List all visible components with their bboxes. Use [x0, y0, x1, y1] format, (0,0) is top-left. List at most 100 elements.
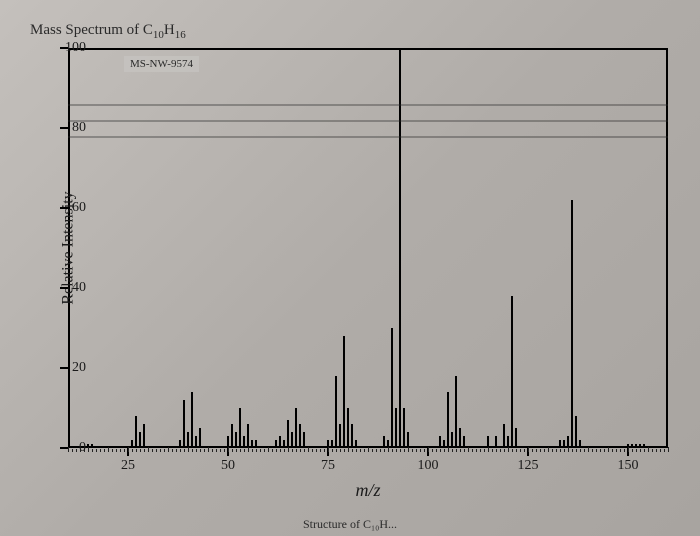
x-tick-minor [352, 449, 353, 452]
x-tick-minor [564, 449, 565, 452]
x-tick-minor [420, 449, 421, 452]
mass-peak [331, 440, 333, 448]
x-tick-minor [380, 449, 381, 452]
x-tick-minor [328, 447, 329, 452]
mass-peak [355, 440, 357, 448]
mass-peak [515, 428, 517, 448]
x-tick-minor [212, 449, 213, 452]
footer-fragment: Structure of C₁₀H... [303, 517, 397, 532]
x-tick-minor [308, 447, 309, 452]
mass-peak [639, 444, 641, 448]
mass-peak [143, 424, 145, 448]
mass-peak [503, 424, 505, 448]
x-tick-minor [616, 449, 617, 452]
x-tick-minor [640, 449, 641, 452]
x-tick-minor [500, 449, 501, 452]
mass-peak [443, 440, 445, 448]
x-tick-minor [116, 449, 117, 452]
x-tick-minor [660, 449, 661, 452]
x-tick-minor [244, 449, 245, 452]
x-tick-minor [592, 449, 593, 452]
x-tick-minor [104, 449, 105, 452]
x-tick-minor [488, 447, 489, 452]
y-tick-label: 0 [79, 440, 86, 456]
x-tick-minor [496, 449, 497, 452]
x-tick-minor [156, 449, 157, 452]
x-tick-label: 25 [121, 458, 135, 474]
mass-peak [179, 440, 181, 448]
mass-peak [399, 48, 401, 448]
x-tick-minor [220, 449, 221, 452]
x-tick-minor [300, 449, 301, 452]
x-tick-minor [552, 449, 553, 452]
x-tick-minor [272, 449, 273, 452]
x-tick-minor [508, 447, 509, 452]
mass-peak [643, 444, 645, 448]
x-tick-minor [580, 449, 581, 452]
x-tick-minor [424, 449, 425, 452]
x-tick-minor [260, 449, 261, 452]
mass-peak [495, 436, 497, 448]
y-tick-label: 60 [72, 200, 86, 216]
x-tick-minor [168, 447, 169, 452]
x-tick-minor [596, 449, 597, 452]
x-tick-minor [276, 449, 277, 452]
x-tick-minor [440, 449, 441, 452]
mass-peak [395, 408, 397, 448]
x-tick-minor [492, 449, 493, 452]
x-tick-minor [228, 447, 229, 452]
x-tick-minor [184, 449, 185, 452]
x-tick-minor [316, 449, 317, 452]
x-tick-minor [172, 449, 173, 452]
x-tick-minor [160, 449, 161, 452]
page-root: Mass Spectrum of C10H16 MS-NW-9574 Relat… [0, 0, 700, 536]
x-tick-minor [176, 449, 177, 452]
x-tick-minor [644, 449, 645, 452]
x-tick-minor [608, 447, 609, 452]
x-tick-minor [636, 449, 637, 452]
chart-title: Mass Spectrum of C10H16 [30, 22, 186, 41]
x-tick-minor [224, 449, 225, 452]
y-tick-label: 40 [72, 280, 86, 296]
x-tick-label: 75 [321, 458, 335, 474]
mass-peak [459, 428, 461, 448]
x-tick-minor [208, 447, 209, 452]
x-tick-minor [100, 449, 101, 452]
x-tick-minor [188, 447, 189, 452]
x-tick-minor [516, 449, 517, 452]
mass-peak [239, 408, 241, 448]
x-tick-minor [132, 449, 133, 452]
x-tick-minor [464, 449, 465, 452]
x-tick-minor [288, 447, 289, 452]
mass-peak [383, 436, 385, 448]
x-tick-minor [192, 449, 193, 452]
x-tick-minor [428, 447, 429, 452]
x-tick-minor [332, 449, 333, 452]
x-tick-minor [152, 449, 153, 452]
x-tick-minor [108, 447, 109, 452]
x-tick-minor [472, 449, 473, 452]
x-tick-minor [356, 449, 357, 452]
x-tick-minor [396, 449, 397, 452]
mass-peak [511, 296, 513, 448]
x-tick-minor [624, 449, 625, 452]
x-tick-minor [404, 449, 405, 452]
x-tick-minor [576, 449, 577, 452]
x-tick-minor [284, 449, 285, 452]
x-tick-minor [504, 449, 505, 452]
x-tick-minor [216, 449, 217, 452]
mass-peak [191, 392, 193, 448]
mass-peak [231, 424, 233, 448]
y-tick [60, 367, 68, 369]
x-tick-minor [248, 447, 249, 452]
mass-peak [291, 432, 293, 448]
x-tick-minor [112, 449, 113, 452]
x-tick-minor [336, 449, 337, 452]
x-tick-minor [236, 449, 237, 452]
x-tick-minor [164, 449, 165, 452]
x-tick-minor [372, 449, 373, 452]
x-tick-minor [528, 447, 529, 452]
x-tick-minor [360, 449, 361, 452]
x-tick-minor [200, 449, 201, 452]
x-tick-minor [536, 449, 537, 452]
